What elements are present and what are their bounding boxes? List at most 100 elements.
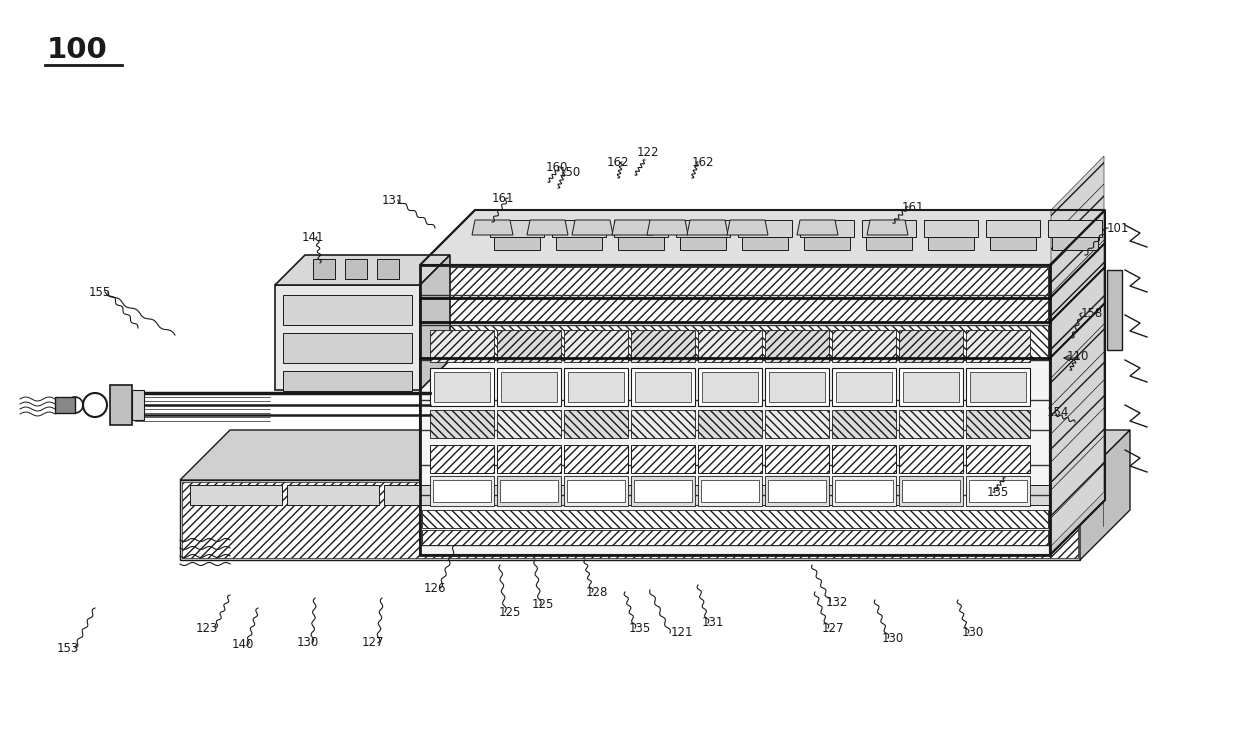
Polygon shape: [804, 237, 849, 250]
Bar: [698, 368, 763, 406]
Bar: [701, 480, 759, 502]
Text: 162: 162: [692, 156, 714, 168]
Bar: [631, 410, 694, 438]
Bar: [765, 410, 830, 438]
Polygon shape: [687, 220, 728, 235]
Text: 162: 162: [606, 156, 629, 168]
Polygon shape: [1048, 220, 1102, 237]
Bar: [634, 480, 692, 502]
Bar: [631, 368, 694, 406]
Bar: [698, 410, 763, 438]
Bar: [564, 410, 627, 438]
Bar: [773, 485, 864, 505]
Bar: [283, 371, 412, 391]
Bar: [966, 330, 1030, 362]
Polygon shape: [614, 220, 668, 237]
Polygon shape: [676, 220, 730, 237]
Text: 128: 128: [585, 585, 608, 599]
Bar: [420, 265, 1050, 555]
Text: 153: 153: [57, 642, 79, 654]
Text: 125: 125: [532, 599, 554, 611]
Polygon shape: [1052, 240, 1104, 322]
Bar: [283, 295, 412, 325]
Bar: [970, 372, 1025, 402]
Bar: [836, 372, 892, 402]
Text: 101: 101: [1107, 222, 1130, 234]
Text: 161: 161: [901, 200, 924, 214]
Bar: [1107, 270, 1122, 350]
Polygon shape: [1052, 212, 1104, 294]
Text: 158: 158: [1081, 306, 1104, 320]
Text: 131: 131: [382, 194, 404, 206]
Bar: [481, 485, 573, 505]
Bar: [430, 330, 494, 362]
Bar: [422, 510, 1048, 528]
Polygon shape: [472, 220, 513, 235]
Bar: [899, 410, 963, 438]
Polygon shape: [275, 255, 450, 285]
Bar: [420, 265, 1050, 555]
Polygon shape: [377, 259, 399, 279]
Text: 150: 150: [559, 165, 582, 179]
Bar: [131, 390, 144, 420]
Bar: [422, 267, 1048, 322]
Bar: [430, 368, 494, 406]
Text: 155: 155: [89, 286, 112, 298]
Polygon shape: [618, 237, 663, 250]
Text: 127: 127: [362, 637, 384, 649]
Bar: [698, 330, 763, 362]
Bar: [501, 372, 557, 402]
Bar: [966, 485, 1058, 505]
Polygon shape: [420, 255, 450, 390]
Text: 127: 127: [822, 622, 844, 634]
Text: 140: 140: [232, 639, 254, 651]
Bar: [497, 445, 560, 473]
Text: 135: 135: [629, 622, 651, 634]
Text: 161: 161: [492, 191, 515, 205]
Bar: [698, 445, 763, 473]
Polygon shape: [1052, 296, 1104, 378]
Bar: [564, 368, 627, 406]
Bar: [899, 330, 963, 362]
Bar: [564, 445, 627, 473]
Bar: [384, 485, 476, 505]
Polygon shape: [494, 237, 539, 250]
Bar: [899, 476, 963, 506]
Bar: [110, 385, 131, 425]
Polygon shape: [867, 220, 908, 235]
Polygon shape: [345, 259, 367, 279]
Bar: [832, 410, 897, 438]
Polygon shape: [556, 237, 601, 250]
Text: 132: 132: [826, 596, 848, 608]
Bar: [182, 482, 1078, 558]
Polygon shape: [866, 237, 911, 250]
Polygon shape: [738, 220, 792, 237]
Polygon shape: [727, 220, 768, 235]
Bar: [769, 372, 825, 402]
Polygon shape: [1052, 464, 1104, 546]
Text: 110: 110: [1066, 349, 1089, 363]
Bar: [55, 397, 74, 413]
Bar: [966, 445, 1030, 473]
Polygon shape: [1052, 184, 1104, 266]
Bar: [966, 410, 1030, 438]
Bar: [497, 368, 560, 406]
Bar: [422, 530, 1048, 545]
Bar: [832, 476, 897, 506]
Text: 100: 100: [47, 36, 108, 64]
Bar: [768, 480, 826, 502]
Polygon shape: [742, 237, 787, 250]
Polygon shape: [312, 259, 335, 279]
Bar: [765, 476, 830, 506]
Polygon shape: [647, 220, 688, 235]
Bar: [422, 325, 1048, 360]
Bar: [631, 330, 694, 362]
Bar: [835, 480, 893, 502]
Polygon shape: [800, 220, 854, 237]
Text: 123: 123: [196, 622, 218, 634]
Bar: [275, 285, 420, 390]
Polygon shape: [1052, 237, 1097, 250]
Bar: [765, 330, 830, 362]
Text: 122: 122: [637, 145, 660, 159]
Bar: [968, 480, 1027, 502]
